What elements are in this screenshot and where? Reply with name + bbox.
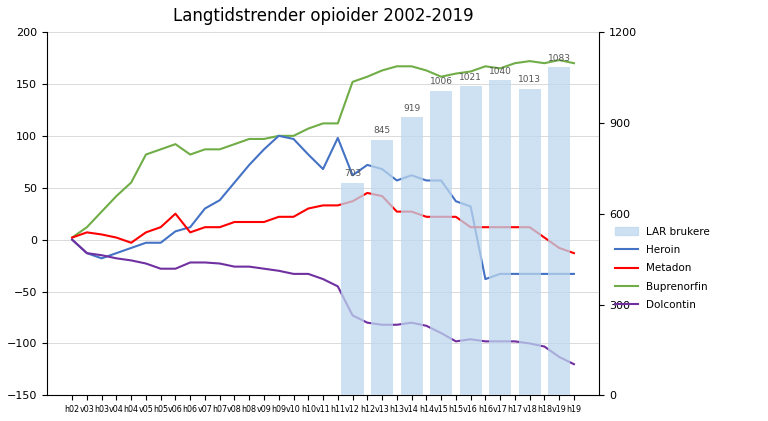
Text: 1040: 1040: [488, 67, 511, 76]
Bar: [430, 91, 452, 395]
Text: 1013: 1013: [518, 75, 541, 84]
Title: Langtidstrender opioider 2002-2019: Langtidstrender opioider 2002-2019: [173, 7, 473, 25]
Text: 1021: 1021: [459, 73, 482, 82]
Legend: LAR brukere, Heroin, Metadon, Buprenorfin, Dolcontin: LAR brukere, Heroin, Metadon, Buprenorfi…: [610, 221, 715, 315]
Text: 703: 703: [344, 169, 361, 178]
Bar: [548, 67, 571, 395]
Text: 919: 919: [403, 104, 420, 112]
Bar: [401, 117, 422, 395]
Bar: [459, 86, 482, 395]
Bar: [489, 80, 511, 395]
Text: 845: 845: [373, 126, 391, 135]
Text: 1083: 1083: [548, 54, 571, 63]
Bar: [342, 183, 363, 395]
Bar: [518, 89, 541, 395]
Bar: [371, 139, 393, 395]
Text: 1006: 1006: [429, 77, 452, 86]
